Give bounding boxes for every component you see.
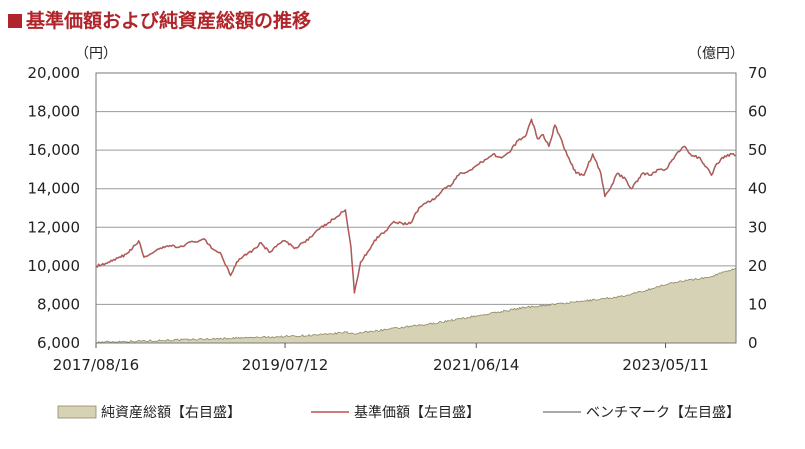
right-tick-label: 40 <box>748 180 767 198</box>
x-tick-label: 2019/07/12 <box>242 356 328 374</box>
chart-title: 基準価額および純資産総額の推移 <box>8 6 311 33</box>
legend-swatch-area <box>57 405 97 419</box>
right-tick-label: 20 <box>748 257 767 275</box>
plot-frame <box>95 72 737 344</box>
right-tick-label: 10 <box>748 295 767 313</box>
right-axis-unit: （億円） <box>688 46 744 62</box>
left-axis-unit: （円） <box>75 46 117 62</box>
area-series-layer <box>95 266 737 344</box>
right-tick-label: 60 <box>748 103 767 121</box>
x-tick-label: 2023/05/11 <box>622 356 708 374</box>
left-axis-ticks: 6,000 8,000 10,000 12,000 14,000 16,000 18,000… <box>28 64 81 352</box>
legend-label: 純資産総額【右目盛】 <box>101 405 241 421</box>
left-tick-label: 18,000 <box>28 103 81 121</box>
series-area-0 <box>95 266 737 344</box>
legend: 純資産総額【右目盛】 基準価額【左目盛】 ベンチマーク【左目盛】 <box>57 404 740 421</box>
x-tick-label: 2021/06/14 <box>433 356 519 374</box>
right-tick-label: 50 <box>748 141 767 159</box>
legend-label: 基準価額【左目盛】 <box>354 404 480 421</box>
right-tick-label: 30 <box>748 218 767 236</box>
x-tick-label: 2017/08/16 <box>53 356 139 374</box>
line-series-layer <box>95 118 737 294</box>
left-tick-label: 8,000 <box>37 295 80 313</box>
left-tick-label: 6,000 <box>37 334 80 352</box>
series-line-1 <box>95 118 737 294</box>
right-tick-label: 70 <box>748 64 767 82</box>
chart-title-text: 基準価額および純資産総額の推移 <box>26 10 312 32</box>
legend-label: ベンチマーク【左目盛】 <box>586 405 740 421</box>
left-tick-label: 10,000 <box>28 257 81 275</box>
right-tick-label: 0 <box>748 334 758 352</box>
left-tick-label: 14,000 <box>28 180 81 198</box>
title-marker-icon <box>8 14 22 28</box>
left-tick-label: 20,000 <box>28 64 81 82</box>
plot-border <box>95 72 737 344</box>
series-line-shadow-1 <box>95 118 737 294</box>
left-tick-label: 12,000 <box>28 218 81 236</box>
x-axis-ticks: 2017/08/16 2019/07/12 2021/06/14 2023/05/11 <box>53 343 709 374</box>
left-tick-label: 16,000 <box>28 141 81 159</box>
right-axis-ticks: 0 10 20 30 40 50 60 70 <box>748 64 767 352</box>
